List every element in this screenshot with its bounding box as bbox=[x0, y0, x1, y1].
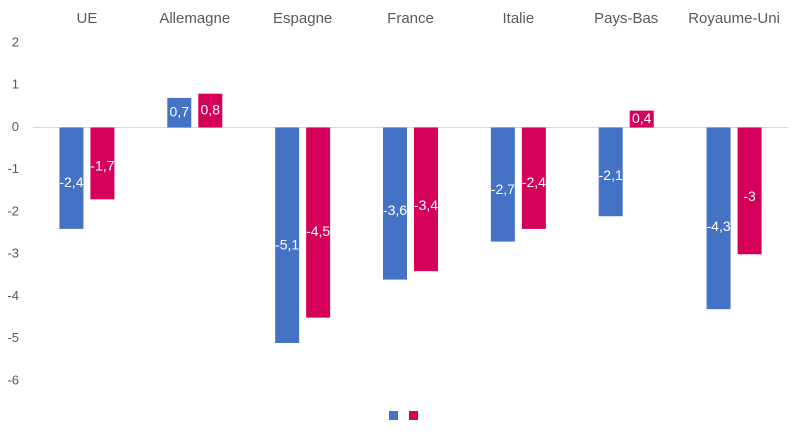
y-axis: 2 1 0 -1 -2 -3 -4 -5 -6 bbox=[7, 34, 19, 387]
data-label: -4,5 bbox=[306, 223, 330, 239]
data-label: -2,7 bbox=[491, 181, 515, 197]
data-labels: -2,4 -1,7 0,7 0,8 -5,1 -4,5 -3,6 -3,4 -2,7 -2,4 -2… bbox=[59, 101, 756, 252]
category-label: Allemagne bbox=[159, 10, 230, 27]
category-label: Espagne bbox=[273, 10, 332, 27]
category-label: France bbox=[387, 10, 434, 27]
y-tick-label: 0 bbox=[12, 119, 19, 134]
data-label: -3,6 bbox=[383, 202, 407, 218]
data-label: 0,4 bbox=[632, 110, 652, 126]
bar-series-2 bbox=[737, 127, 762, 255]
y-tick-label: -6 bbox=[7, 372, 19, 387]
y-tick-label: -4 bbox=[7, 288, 19, 303]
bar-series-2 bbox=[629, 110, 654, 128]
bar-series-2 bbox=[306, 127, 331, 318]
data-label: -2,4 bbox=[59, 174, 83, 190]
legend-key-series-2 bbox=[409, 411, 418, 420]
bar-series-2 bbox=[198, 93, 223, 128]
data-label: -3,4 bbox=[414, 197, 438, 213]
legend bbox=[389, 411, 418, 420]
y-tick-label: 1 bbox=[12, 77, 19, 92]
data-label: 0,7 bbox=[170, 103, 190, 119]
bar-series-1 bbox=[490, 127, 515, 242]
legend-key-series-1 bbox=[389, 411, 398, 420]
category-labels: UE Allemagne Espagne France Italie Pays-Bas Ro… bbox=[77, 10, 780, 27]
data-label: -4,3 bbox=[707, 218, 731, 234]
bars bbox=[59, 93, 762, 343]
bar-series-1 bbox=[598, 127, 623, 217]
category-label: Royaume-Uni bbox=[688, 10, 780, 27]
bar-series-2 bbox=[414, 127, 438, 272]
bar-series-1 bbox=[167, 97, 192, 128]
y-tick-label: -3 bbox=[7, 246, 19, 261]
y-tick-label: -5 bbox=[7, 330, 19, 345]
data-label: -2,4 bbox=[522, 174, 546, 190]
y-tick-label: 2 bbox=[12, 34, 19, 49]
category-label: Italie bbox=[503, 10, 535, 27]
y-tick-label: -2 bbox=[7, 203, 19, 218]
data-label: -5,1 bbox=[275, 237, 299, 253]
data-label: -1,7 bbox=[90, 158, 114, 174]
bar-series-1 bbox=[59, 127, 84, 229]
data-label: -2,1 bbox=[599, 167, 623, 183]
y-tick-label: -1 bbox=[7, 161, 19, 176]
bar-series-1 bbox=[383, 127, 407, 280]
bar-series-2 bbox=[521, 127, 546, 229]
category-label: UE bbox=[77, 10, 98, 27]
data-label: 0,8 bbox=[201, 101, 221, 117]
bar-series-2 bbox=[90, 127, 115, 200]
bar-series-1 bbox=[275, 127, 300, 343]
bar-series-1 bbox=[706, 127, 731, 310]
data-label: -3 bbox=[743, 188, 756, 204]
category-label: Pays-Bas bbox=[594, 10, 658, 27]
